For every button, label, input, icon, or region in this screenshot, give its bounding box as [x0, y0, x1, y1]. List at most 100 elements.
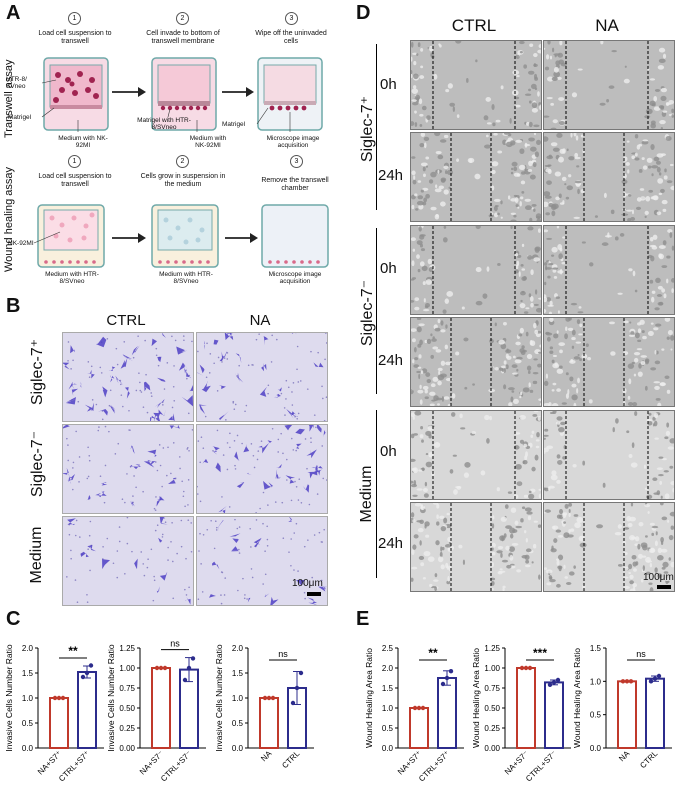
chart-2-ylabel: Invasive Cells Number Ratio [106, 644, 116, 752]
panel-a-diagram [33, 57, 329, 268]
micrograph-d-r4-c1 [410, 317, 542, 407]
chart-3-point [290, 700, 296, 706]
chart-3-ytick-label: 0.5 [232, 719, 244, 728]
micrograph-b-r1-c2 [196, 332, 328, 422]
chart-3-ytick-label: 1.5 [232, 669, 244, 678]
chart-5-ytick-label: 0.75 [484, 684, 500, 693]
panel-d-time-24h-2: 24h [378, 352, 404, 369]
chart-2-ytick-label: 1.00 [119, 664, 135, 673]
panel-d-scale-label: 100μm [643, 572, 674, 583]
chart-6-category-1: NA [617, 749, 632, 764]
chart-2-category-2: CTRL+S7⁻ [159, 749, 193, 783]
panel-d-group-1-bracket [376, 44, 377, 210]
panel-d-time-0h-2: 0h [380, 260, 397, 277]
label-medium-nk92mi-1: Medium with NK-92MI [58, 135, 108, 149]
chart-6-ytick-label: 1.5 [590, 644, 602, 653]
chart-6-point [656, 673, 662, 679]
label-medium-htr8-1: Medium with HTR-8/SVneo [45, 271, 99, 285]
chart-5-point [527, 665, 533, 671]
chart-5-point [555, 677, 561, 683]
micrograph-d-r4-c2 [543, 317, 675, 407]
chart-4-ytick-label: 0.5 [382, 724, 394, 733]
transwell-step-2-number: 2 [176, 12, 189, 25]
chart-4-category-1: NA+S7⁺ [396, 749, 423, 776]
chart-5-sig-label: *** [533, 646, 547, 660]
chart-6-bar-2 [645, 677, 665, 750]
chart-2-ytick-label: 1.25 [119, 644, 135, 653]
chart-3-ytick-label: 1.0 [232, 694, 244, 703]
panel-d-group-2-bracket [376, 228, 377, 394]
chart-4-ytick-label: 2.5 [382, 644, 394, 653]
micrograph-d-r3-c1 [410, 225, 542, 315]
chart-3-point [298, 670, 304, 676]
chart-5-ytick-label: 0.50 [484, 704, 500, 713]
micrograph-b-r2-c2 [196, 424, 328, 514]
chart-4-ytick-label: 1.5 [382, 684, 394, 693]
chart-4-sig-label: ** [428, 646, 438, 660]
chart-5-category-1: NA+S7⁻ [503, 749, 530, 776]
chart-3-point [266, 695, 272, 701]
panel-label-b: B [6, 295, 21, 317]
chart-1-ytick-label: 2.0 [22, 644, 34, 653]
chart-2-ytick-label: 0.00 [119, 744, 135, 753]
chart-5-ytick-label: 1.25 [484, 644, 500, 653]
chart-6-ytick-label: 1.0 [590, 677, 602, 686]
panel-label-d: D [356, 2, 371, 24]
chart-2-point [162, 665, 168, 671]
micrograph-d-r2-c1 [410, 132, 542, 222]
panel-d-col-na: NA [595, 16, 619, 35]
chart-4-ylabel: Wound Healing Area Ratio [364, 648, 374, 748]
chart-1-bar-2 [77, 671, 97, 749]
micrograph-d-r6-c2 [543, 502, 675, 592]
chart-2-ytick-label: 0.50 [119, 704, 135, 713]
chart-2-bar-1 [151, 667, 171, 749]
transwell-step-1-number: 1 [68, 12, 81, 25]
chart-4-point [444, 675, 450, 681]
chart-4-point [416, 705, 422, 711]
chart-4-point [440, 681, 446, 687]
chart-3-point [270, 695, 276, 701]
chart-1-ytick-label: 0.5 [22, 719, 34, 728]
chart-2-point [186, 665, 192, 671]
chart-3-ylabel: Invasive Cells Number Ratio [214, 644, 224, 752]
micrograph-b-r2-c1 [62, 424, 194, 514]
chart-2-category-1: NA+S7⁻ [138, 749, 165, 776]
micrograph-b-r3-c2 [196, 516, 328, 606]
chart-5-ytick-label: 0.00 [484, 744, 500, 753]
wound-step-2-title: Cells grow in suspension in the medium [140, 173, 226, 188]
chart-4-point [412, 705, 418, 711]
chart-6-ylabel: Wound Healing Area Ratio [572, 648, 582, 748]
chart-2-point [158, 665, 164, 671]
chart-6-sig-label: ns [636, 649, 646, 659]
label-medium-nk92mi-2: Medium with NK-92MI [189, 135, 227, 149]
chart-6-point [628, 679, 634, 684]
transwell-step-3-number: 3 [285, 12, 298, 25]
chart-4-bar-2 [437, 677, 457, 749]
chart-3-bar-1 [259, 697, 279, 749]
chart-5-point [519, 665, 525, 671]
chart-3-point [262, 695, 268, 701]
chart-2-point [154, 665, 160, 671]
transwell-step-2-title: Cell invade to bottom of transwell membr… [146, 30, 220, 45]
chart-4-ytick-label: 0.0 [382, 744, 394, 753]
label-medium-htr8-2: Medium with HTR-8/SVneo [159, 271, 213, 285]
wound-step-1-title: Load cell suspension to transwell [38, 173, 112, 188]
chart-6-ytick-label: 0.0 [590, 744, 602, 753]
label-microscope-1: Microscope image acquisition [266, 135, 320, 149]
panel-b-col-ctrl: CTRL [106, 312, 146, 329]
chart-6-point [620, 679, 626, 684]
micrograph-d-r3-c2 [543, 225, 675, 315]
chart-1-point [88, 663, 94, 668]
chart-1-point [52, 695, 58, 701]
chart-2-point [190, 656, 196, 661]
panel-d-time-0h-3: 0h [380, 443, 397, 460]
panel-d-col-ctrl: CTRL [451, 16, 497, 35]
chart-2-point [182, 677, 188, 683]
chart-5-ylabel: Wound Healing Area Ratio [471, 648, 481, 748]
panel-label-c: C [6, 608, 21, 630]
chart-5-point [547, 682, 553, 687]
chart-1-point [60, 695, 66, 701]
micrograph-b-r1-c1 [62, 332, 194, 422]
chart-6-point [652, 676, 658, 681]
transwell-step-1-title: Load cell suspension to transwell [38, 30, 112, 45]
